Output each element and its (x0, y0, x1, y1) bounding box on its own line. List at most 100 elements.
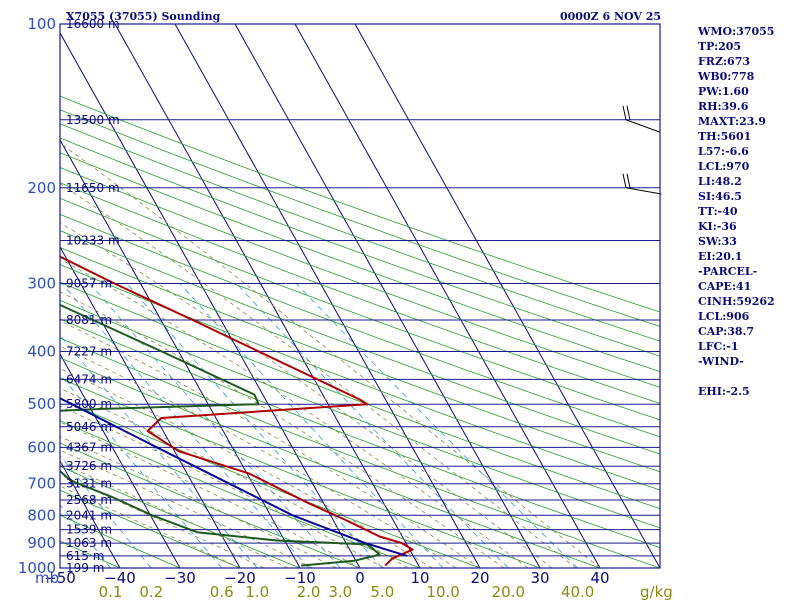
moist-adiabat-line (60, 405, 385, 568)
dry-adiabat-line (60, 213, 660, 438)
isotherm-line (114, 24, 421, 568)
index-line: CINH:59262 (698, 295, 775, 308)
index-line: RH:39.6 (698, 100, 749, 113)
height-label: 13500 m (66, 113, 120, 127)
temperature-axis: −50 −40 −30 −20 −10 0 10 20 30 40 (44, 569, 609, 587)
isotherm-line (60, 459, 121, 568)
dry-adiabat-line (60, 167, 660, 388)
wind-barb-staff (625, 187, 662, 195)
isotherm-line (60, 138, 301, 568)
moist-adiabat-line (60, 320, 481, 568)
index-line: CAPE:41 (698, 280, 752, 293)
dry-adiabat-line (60, 299, 660, 529)
pressure-axis: 100 200 300 400 500 600 700 800 900 1000 (18, 15, 56, 577)
index-line: LI:48.2 (698, 175, 742, 188)
mixing-ratio-axis: 0.1 0.2 0.6 1.0 2.0 3.0 5.0 10.0 20.0 40.0 (99, 583, 595, 600)
index-line: -WIND- (698, 355, 744, 368)
moist-adiabat-lines (60, 142, 601, 568)
temperature-tick-label: 10 (410, 569, 429, 587)
temperature-tick-label: −40 (104, 569, 136, 587)
index-line: LCL:970 (698, 160, 750, 173)
height-label: 6474 m (66, 372, 112, 386)
pressure-unit-label: mb (35, 569, 59, 587)
height-label: 199 m (66, 561, 104, 575)
moist-adiabat-line (60, 222, 553, 568)
dry-adiabat-line (60, 137, 660, 357)
index-line: WMO:37055 (698, 25, 775, 38)
moist-adiabat-line (60, 142, 601, 568)
temperature-tick-label: 40 (590, 569, 609, 587)
pressure-tick-label: 800 (27, 506, 56, 524)
wind-barb-staff (625, 119, 660, 133)
mixing-ratio-line (60, 504, 111, 568)
moist-adiabat-line (60, 387, 409, 568)
dry-adiabat-line (60, 230, 660, 455)
temperature-tick-label: 30 (530, 569, 549, 587)
pressure-tick-label: 300 (27, 275, 56, 293)
moist-adiabat-line (60, 436, 337, 568)
pressure-tick-label: 600 (27, 438, 56, 456)
pressure-tick-label: 400 (27, 343, 56, 361)
isotherm-line (60, 245, 241, 568)
height-label: 7227 m (66, 345, 112, 359)
height-label: 615 m (66, 549, 104, 563)
temperature-tick-label: −20 (224, 569, 256, 587)
height-label: 2041 m (66, 508, 112, 522)
chart-title: X7055 (37055) Sounding (66, 10, 221, 23)
height-labels: 16600 m 13500 m 11650 m 10233 m 9057 m 8081 m… (66, 17, 120, 575)
index-line: LFC:-1 (698, 340, 739, 353)
index-line: WB0:778 (698, 70, 755, 83)
isotherm-line (354, 24, 660, 568)
wind-barb (622, 105, 660, 133)
moist-adiabat-line (60, 183, 577, 568)
dry-adiabat-line (60, 246, 660, 473)
index-line: -PARCEL- (698, 265, 758, 278)
mixing-ratio-unit-label: g/kg (640, 583, 673, 600)
dewpoint-line (60, 303, 381, 567)
dry-adiabat-line (60, 420, 421, 568)
height-label: 11650 m (66, 181, 120, 195)
dry-adiabat-line (60, 123, 660, 342)
parcel-line (60, 397, 408, 557)
moist-adiabat-line (60, 291, 505, 568)
dry-adiabat-line (60, 109, 660, 327)
mixing-ratio-tick-label: 0.1 (99, 583, 123, 600)
index-line: TT:-40 (698, 205, 738, 218)
moist-adiabat-line (60, 258, 529, 568)
mixing-ratio-tick-label: 5.0 (370, 583, 394, 600)
stability-index-panel: WMO:37055 TP:205 FRZ:673 WB0:778 PW:1.60 RH:3… (698, 24, 798, 399)
index-line: LCL:906 (698, 310, 750, 323)
mixing-ratio-line (295, 283, 579, 568)
index-line: KI:-36 (698, 220, 737, 233)
temperature-tick-label: 20 (470, 569, 489, 587)
moist-adiabat-line (60, 449, 313, 568)
mixing-ratio-tick-label: 2.0 (297, 583, 321, 600)
plot-frame (59, 23, 661, 569)
height-label: 2568 m (66, 493, 112, 507)
mixing-ratio-tick-label: 10.0 (426, 583, 459, 600)
temperature-tick-label: −50 (44, 569, 76, 587)
mixing-ratio-tick-label: 1.0 (245, 583, 269, 600)
isotherm-line (234, 24, 541, 568)
isobar-lines (60, 23, 660, 569)
pressure-tick-label: 700 (27, 475, 56, 493)
height-label: 16600 m (66, 17, 120, 31)
index-line: L57:-6.6 (698, 145, 749, 158)
wind-barb-flag (626, 173, 631, 188)
pressure-tick-label: 500 (27, 395, 56, 413)
index-line: TH:5601 (698, 130, 752, 143)
height-label: 5046 m (66, 420, 112, 434)
height-label: 1539 m (66, 523, 112, 537)
mixing-ratio-line (236, 283, 509, 568)
dry-adiabat-line (60, 281, 660, 510)
mixing-ratio-line (89, 283, 341, 568)
pressure-tick-label: 200 (27, 179, 56, 197)
height-label: 9057 m (66, 277, 112, 291)
dry-adiabat-line (60, 182, 660, 404)
pressure-tick-label: 100 (27, 15, 56, 33)
index-line: SW:33 (698, 235, 737, 248)
isotherm-line (294, 24, 601, 568)
temperature-tick-label: 0 (355, 569, 365, 587)
wind-barbs (622, 105, 662, 195)
